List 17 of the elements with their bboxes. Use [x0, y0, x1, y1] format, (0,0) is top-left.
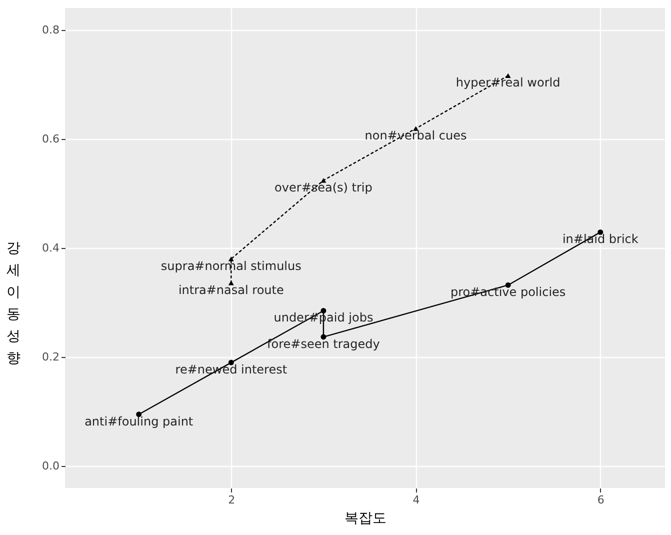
annotation: intra#nasal route [178, 282, 284, 297]
y-axis-title: 강세이동성향 [6, 240, 20, 366]
x-tick-label: 6 [597, 494, 604, 506]
y-tick-label: 0.2 [42, 350, 60, 364]
y-tick-label: 0.0 [42, 460, 60, 473]
x-axis-title: 복잡도 [344, 510, 386, 526]
annotation: supra#normal stimulus [160, 258, 302, 273]
y-tick-label: 0.6 [42, 132, 60, 146]
y-tick-label: 0.8 [42, 23, 60, 36]
x-tick-label: 4 [412, 494, 420, 506]
x-tick-label: 2 [228, 494, 236, 506]
annotation: fore#seen tragedy [267, 336, 380, 351]
y-tick-label: 0.4 [42, 242, 60, 254]
annotation: hyper#real world [456, 76, 560, 90]
annotation: over#sea(s) trip [274, 180, 372, 194]
annotation: non#verbal cues [364, 128, 467, 143]
annotation: anti#fouling paint [84, 414, 194, 428]
